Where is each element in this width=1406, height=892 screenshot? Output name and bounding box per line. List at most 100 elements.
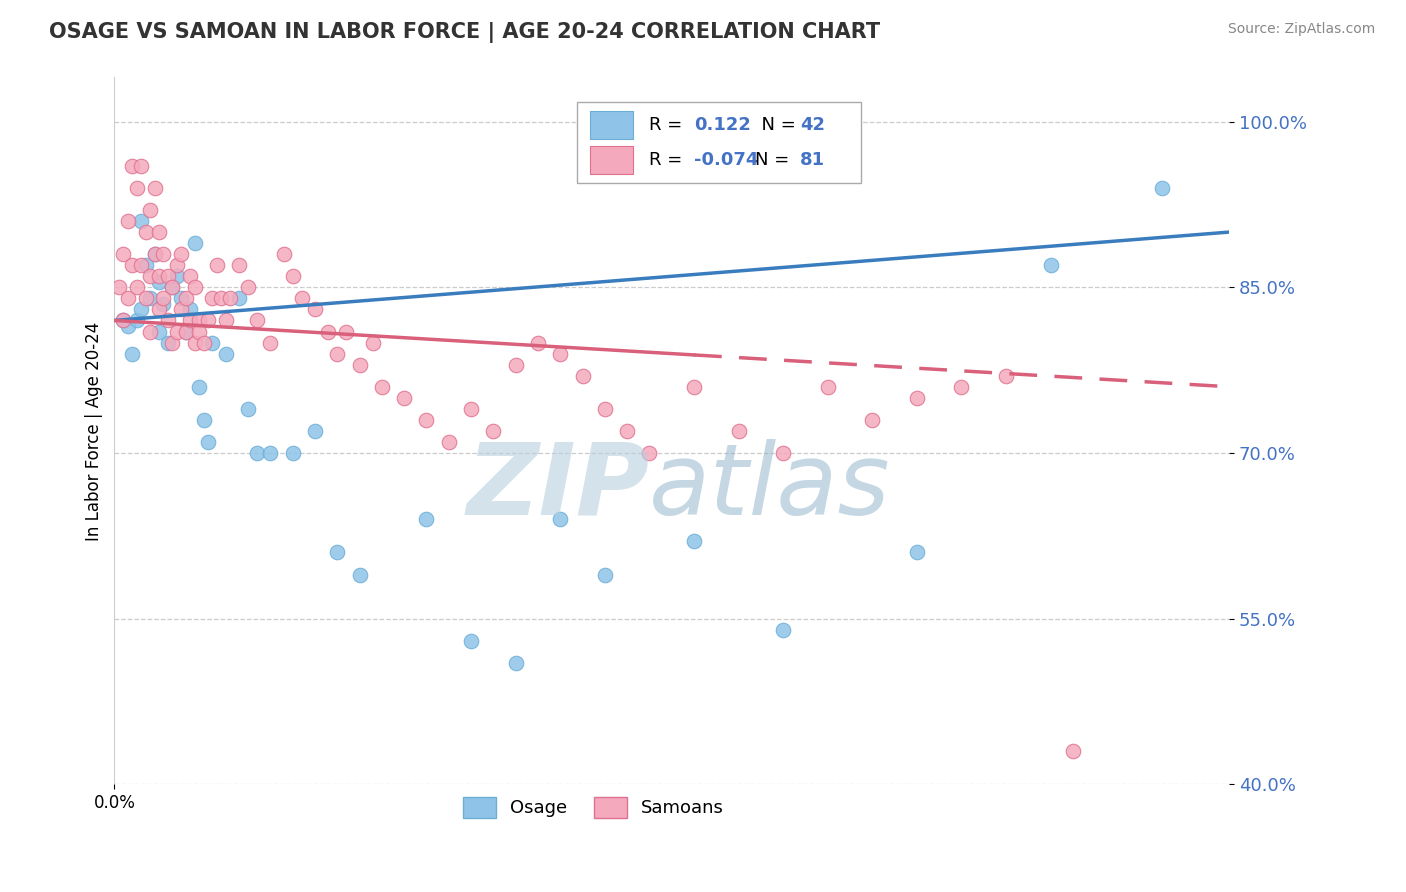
Point [304, 302, 326, 317]
Point [236, 280, 259, 294]
Point [228, 258, 250, 272]
Point [593, 567, 616, 582]
Point [162, 280, 184, 294]
Point [197, 313, 219, 327]
Point [135, 258, 157, 272]
Point [166, 258, 188, 272]
Point [148, 302, 170, 317]
Point [188, 380, 211, 394]
Point [683, 534, 706, 549]
Legend: Osage, Samoans: Osage, Samoans [456, 789, 731, 825]
Text: ZIP: ZIP [467, 439, 650, 536]
Point [326, 346, 349, 360]
Point [108, 280, 131, 294]
Point [860, 413, 883, 427]
Point [349, 358, 371, 372]
Point [326, 545, 349, 559]
Point [281, 446, 304, 460]
Point [135, 225, 157, 239]
Point [482, 424, 505, 438]
Point [246, 313, 269, 327]
Point [548, 512, 571, 526]
Point [183, 236, 205, 251]
Text: 81: 81 [800, 151, 825, 169]
Text: OSAGE VS SAMOAN IN LABOR FORCE | AGE 20-24 CORRELATION CHART: OSAGE VS SAMOAN IN LABOR FORCE | AGE 20-… [49, 22, 880, 44]
Point [148, 325, 170, 339]
Text: 0.122: 0.122 [695, 116, 751, 134]
Point [772, 446, 794, 460]
Point [437, 434, 460, 449]
Point [148, 269, 170, 284]
Point [905, 545, 928, 559]
Point [121, 258, 143, 272]
Text: R =: R = [650, 116, 689, 134]
Point [772, 623, 794, 637]
Point [593, 401, 616, 416]
Point [174, 325, 197, 339]
Point [117, 292, 139, 306]
Point [174, 325, 197, 339]
Point [148, 225, 170, 239]
Point [170, 292, 193, 306]
Point [460, 633, 482, 648]
Point [638, 446, 661, 460]
Point [1062, 744, 1084, 758]
Point [129, 159, 152, 173]
Point [236, 401, 259, 416]
Point [259, 446, 281, 460]
Point [215, 313, 238, 327]
Point [117, 214, 139, 228]
Point [273, 247, 295, 261]
Point [188, 313, 211, 327]
Point [143, 247, 166, 261]
Point [415, 512, 437, 526]
Point [505, 358, 527, 372]
Point [139, 202, 162, 217]
Point [129, 214, 152, 228]
Point [527, 335, 550, 350]
Text: N =: N = [749, 116, 801, 134]
Point [112, 313, 135, 327]
Point [259, 335, 281, 350]
Point [156, 269, 179, 284]
Point [129, 258, 152, 272]
Point [201, 292, 224, 306]
Point [193, 335, 215, 350]
Point [950, 380, 973, 394]
Text: R =: R = [650, 151, 689, 169]
Point [179, 313, 201, 327]
Point [166, 325, 188, 339]
Point [170, 302, 193, 317]
Point [179, 302, 201, 317]
Point [219, 292, 242, 306]
Point [460, 401, 482, 416]
Point [112, 247, 135, 261]
Text: atlas: atlas [650, 439, 891, 536]
Point [121, 159, 143, 173]
Point [112, 313, 135, 327]
Point [121, 346, 143, 360]
Point [349, 567, 371, 582]
Point [188, 325, 211, 339]
Point [205, 258, 228, 272]
Point [995, 368, 1018, 383]
Point [183, 280, 205, 294]
Point [183, 335, 205, 350]
Point [156, 335, 179, 350]
Point [571, 368, 593, 383]
Point [152, 247, 174, 261]
Point [139, 325, 162, 339]
Point [201, 335, 224, 350]
Point [162, 335, 184, 350]
Point [905, 391, 928, 405]
Point [135, 292, 157, 306]
Point [246, 446, 269, 460]
FancyBboxPatch shape [591, 111, 633, 139]
Point [817, 380, 839, 394]
Point [727, 424, 749, 438]
Point [371, 380, 394, 394]
Point [304, 424, 326, 438]
Point [143, 181, 166, 195]
Point [156, 313, 179, 327]
Y-axis label: In Labor Force | Age 20-24: In Labor Force | Age 20-24 [86, 321, 103, 541]
